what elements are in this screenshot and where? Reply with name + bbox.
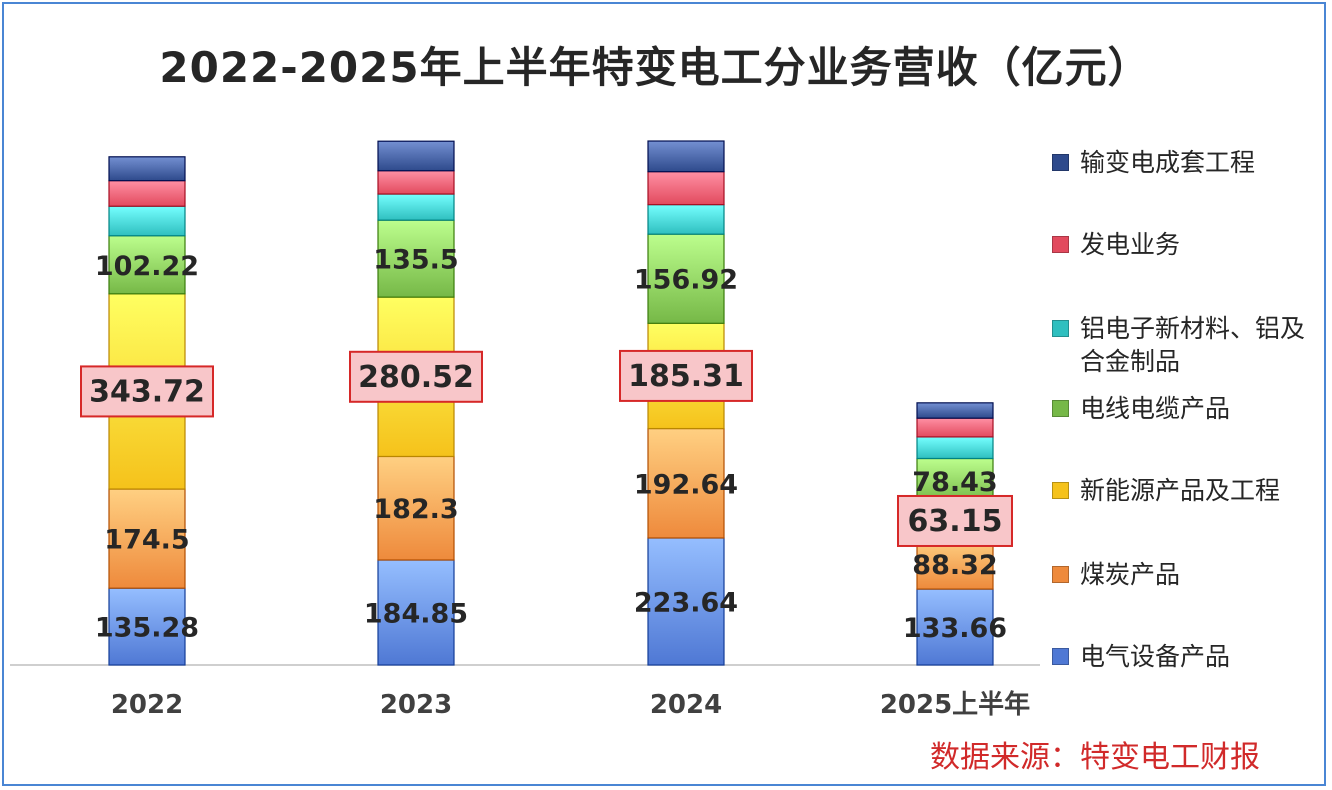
data-label: 63.15 (908, 504, 1003, 539)
legend-label: 新能源产品及工程 (1080, 476, 1281, 505)
bar-segment (108, 156, 186, 182)
legend-label: 铝电子新材料、铝及合金制品 (1080, 314, 1306, 376)
data-label-box (349, 350, 483, 403)
x-tick-label: 2023 (380, 690, 452, 720)
bar-segment (916, 538, 994, 590)
data-label: 184.85 (364, 599, 468, 630)
data-label: 192.64 (634, 469, 738, 500)
data-label: 156.92 (634, 265, 738, 296)
data-label: 223.64 (634, 587, 738, 618)
legend-swatch (1052, 566, 1069, 583)
data-label: 135.5 (373, 245, 458, 276)
chart-title: 2022-2025年上半年特变电工分业务营收（亿元） (159, 43, 1151, 92)
bar-segment (916, 436, 994, 460)
data-label: 185.31 (628, 359, 744, 394)
data-label-box (897, 494, 1013, 547)
bar-segment (108, 235, 186, 295)
data-label: 78.43 (912, 467, 997, 498)
data-label: 174.5 (104, 525, 189, 556)
bar-segment (377, 219, 455, 298)
legend-label: 发电业务 (1080, 230, 1181, 259)
legend-label: 电气设备产品 (1080, 642, 1231, 671)
legend-label: 输变电成套工程 (1080, 148, 1256, 177)
legend-swatch (1052, 236, 1069, 253)
data-label-box (619, 349, 753, 402)
bar-segment (377, 170, 455, 195)
bar-segment (377, 140, 455, 172)
x-tick-label: 2022 (111, 690, 183, 720)
legend-swatch (1052, 482, 1069, 499)
legend-swatch (1052, 320, 1069, 337)
bar-segment (916, 402, 994, 419)
bar-segment (647, 171, 725, 206)
data-label: 102.22 (95, 251, 199, 282)
legend-label: 煤炭产品 (1080, 560, 1181, 589)
bar-segment (377, 559, 455, 666)
bar-segment (916, 417, 994, 438)
chart-legend: 输变电成套工程 发电业务铝电子新材料、铝及合金制品电线电缆产品新能源产品及工程 煤炭… (1052, 0, 1322, 700)
legend-swatch (1052, 400, 1069, 417)
bar-segment (647, 537, 725, 666)
bar-segment (108, 180, 186, 207)
data-label: 88.32 (912, 550, 997, 581)
source-note: 数据来源：特变电工财报 (930, 740, 1260, 775)
bar-segment (377, 193, 455, 221)
bar-segment (108, 488, 186, 589)
data-label: 135.28 (95, 613, 199, 644)
legend-swatch (1052, 154, 1069, 171)
legend-swatch (1052, 648, 1069, 665)
data-label: 182.3 (373, 494, 458, 525)
bar-segment (647, 233, 725, 324)
bar-segment (377, 455, 455, 561)
x-tick-label: 2025上半年 (880, 689, 1030, 720)
bar-segment (647, 140, 725, 173)
data-label: 343.72 (89, 374, 205, 409)
data-label: 280.52 (358, 360, 474, 395)
legend-label: 电线电缆产品 (1080, 394, 1231, 423)
x-tick-label: 2024 (650, 690, 722, 720)
bar-segment (108, 587, 186, 666)
bar-segment (108, 205, 186, 237)
bar-segment (647, 204, 725, 235)
data-label-box (80, 365, 214, 418)
bar-segment (647, 427, 725, 539)
data-label: 133.66 (903, 613, 1007, 644)
